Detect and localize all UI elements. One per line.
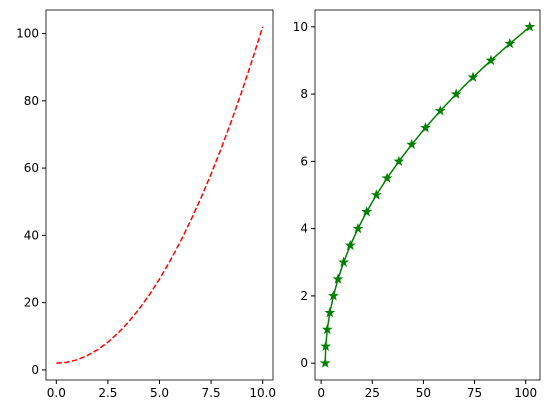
marker <box>524 21 536 32</box>
line <box>56 26 264 364</box>
y-tick-label: 40 <box>24 228 39 242</box>
marker <box>332 273 344 284</box>
marker <box>420 122 431 133</box>
marker <box>485 54 497 66</box>
y-tick-label: 6 <box>300 154 308 168</box>
marker <box>450 88 462 99</box>
axes-frame <box>45 9 274 381</box>
y-tick-label: 0 <box>31 363 39 377</box>
marker <box>320 340 332 351</box>
marker <box>406 138 418 150</box>
x-tick-label: 10.0 <box>249 386 276 400</box>
marker <box>361 206 373 217</box>
x-tick-label: 5.0 <box>150 386 169 400</box>
x-tick-label: 2.5 <box>98 386 117 400</box>
line <box>324 26 531 364</box>
y-tick-label: 100 <box>16 27 39 41</box>
marker <box>319 357 331 368</box>
y-tick-label: 0 <box>300 356 308 370</box>
marker <box>324 307 336 318</box>
marker <box>352 222 364 234</box>
x-tick-label: 100 <box>514 386 537 400</box>
axes-frame <box>314 9 541 381</box>
x-tick-label: 50 <box>416 386 431 400</box>
marker <box>434 105 446 116</box>
marker <box>393 155 405 166</box>
y-tick-label: 10 <box>293 20 308 34</box>
y-tick-label: 4 <box>300 222 308 236</box>
y-tick-label: 8 <box>300 87 308 101</box>
marker <box>370 189 382 200</box>
marker <box>321 323 333 335</box>
y-tick-label: 60 <box>24 161 39 175</box>
x-tick-label: 0 <box>317 386 325 400</box>
x-tick-label: 25 <box>365 386 380 400</box>
marker <box>504 37 516 49</box>
marker <box>381 172 393 183</box>
x-tick-label: 75 <box>467 386 482 400</box>
y-tick-label: 20 <box>24 296 39 310</box>
marker <box>338 256 350 267</box>
marker <box>327 290 339 301</box>
y-tick-label: 80 <box>24 94 39 108</box>
x-tick-label: 0.0 <box>47 386 66 400</box>
marker <box>344 239 356 251</box>
x-tick-label: 7.5 <box>202 386 221 400</box>
y-tick-label: 2 <box>300 289 308 303</box>
marker <box>467 71 479 82</box>
